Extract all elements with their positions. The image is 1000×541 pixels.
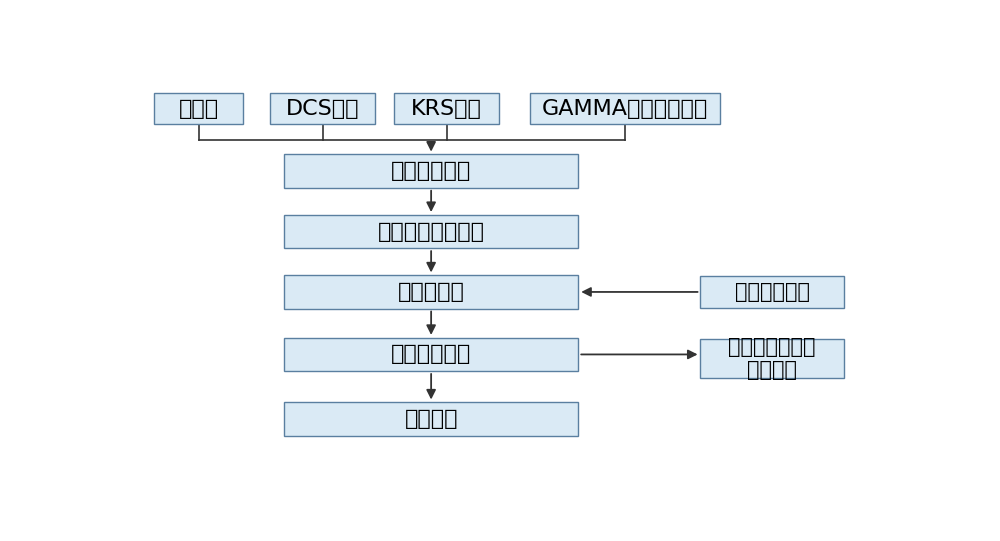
FancyBboxPatch shape [284, 155, 578, 188]
Text: GAMMA移动监测终端: GAMMA移动监测终端 [542, 98, 708, 118]
Text: KRS系统: KRS系统 [411, 98, 482, 118]
Text: 事故序列变迁图
验证模块: 事故序列变迁图 验证模块 [728, 337, 816, 380]
FancyBboxPatch shape [700, 276, 844, 308]
Text: 数据采集模块: 数据采集模块 [391, 161, 471, 181]
FancyBboxPatch shape [700, 339, 844, 378]
Text: DCS系统: DCS系统 [286, 98, 359, 118]
FancyBboxPatch shape [530, 93, 720, 124]
FancyBboxPatch shape [284, 403, 578, 436]
FancyBboxPatch shape [154, 93, 243, 124]
FancyBboxPatch shape [284, 215, 578, 248]
FancyBboxPatch shape [284, 338, 578, 371]
FancyBboxPatch shape [284, 275, 578, 308]
Text: 核心处理模块: 核心处理模块 [391, 345, 471, 365]
Text: 模拟机: 模拟机 [179, 98, 219, 118]
Text: 手工操作模块: 手工操作模块 [735, 282, 810, 302]
FancyBboxPatch shape [394, 93, 499, 124]
Text: 显示模块: 显示模块 [404, 409, 458, 429]
FancyBboxPatch shape [270, 93, 375, 124]
Text: 应急数据录制模块: 应急数据录制模块 [378, 222, 485, 241]
Text: 应急数据库: 应急数据库 [398, 282, 465, 302]
